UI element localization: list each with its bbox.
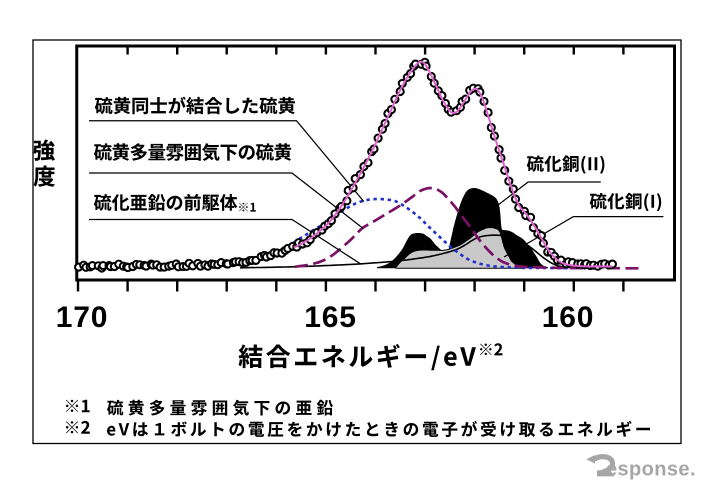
svg-text:170: 170: [56, 301, 108, 334]
svg-text:esponse.: esponse.: [606, 458, 696, 480]
svg-text:160: 160: [542, 301, 594, 334]
svg-text:165: 165: [304, 301, 356, 334]
